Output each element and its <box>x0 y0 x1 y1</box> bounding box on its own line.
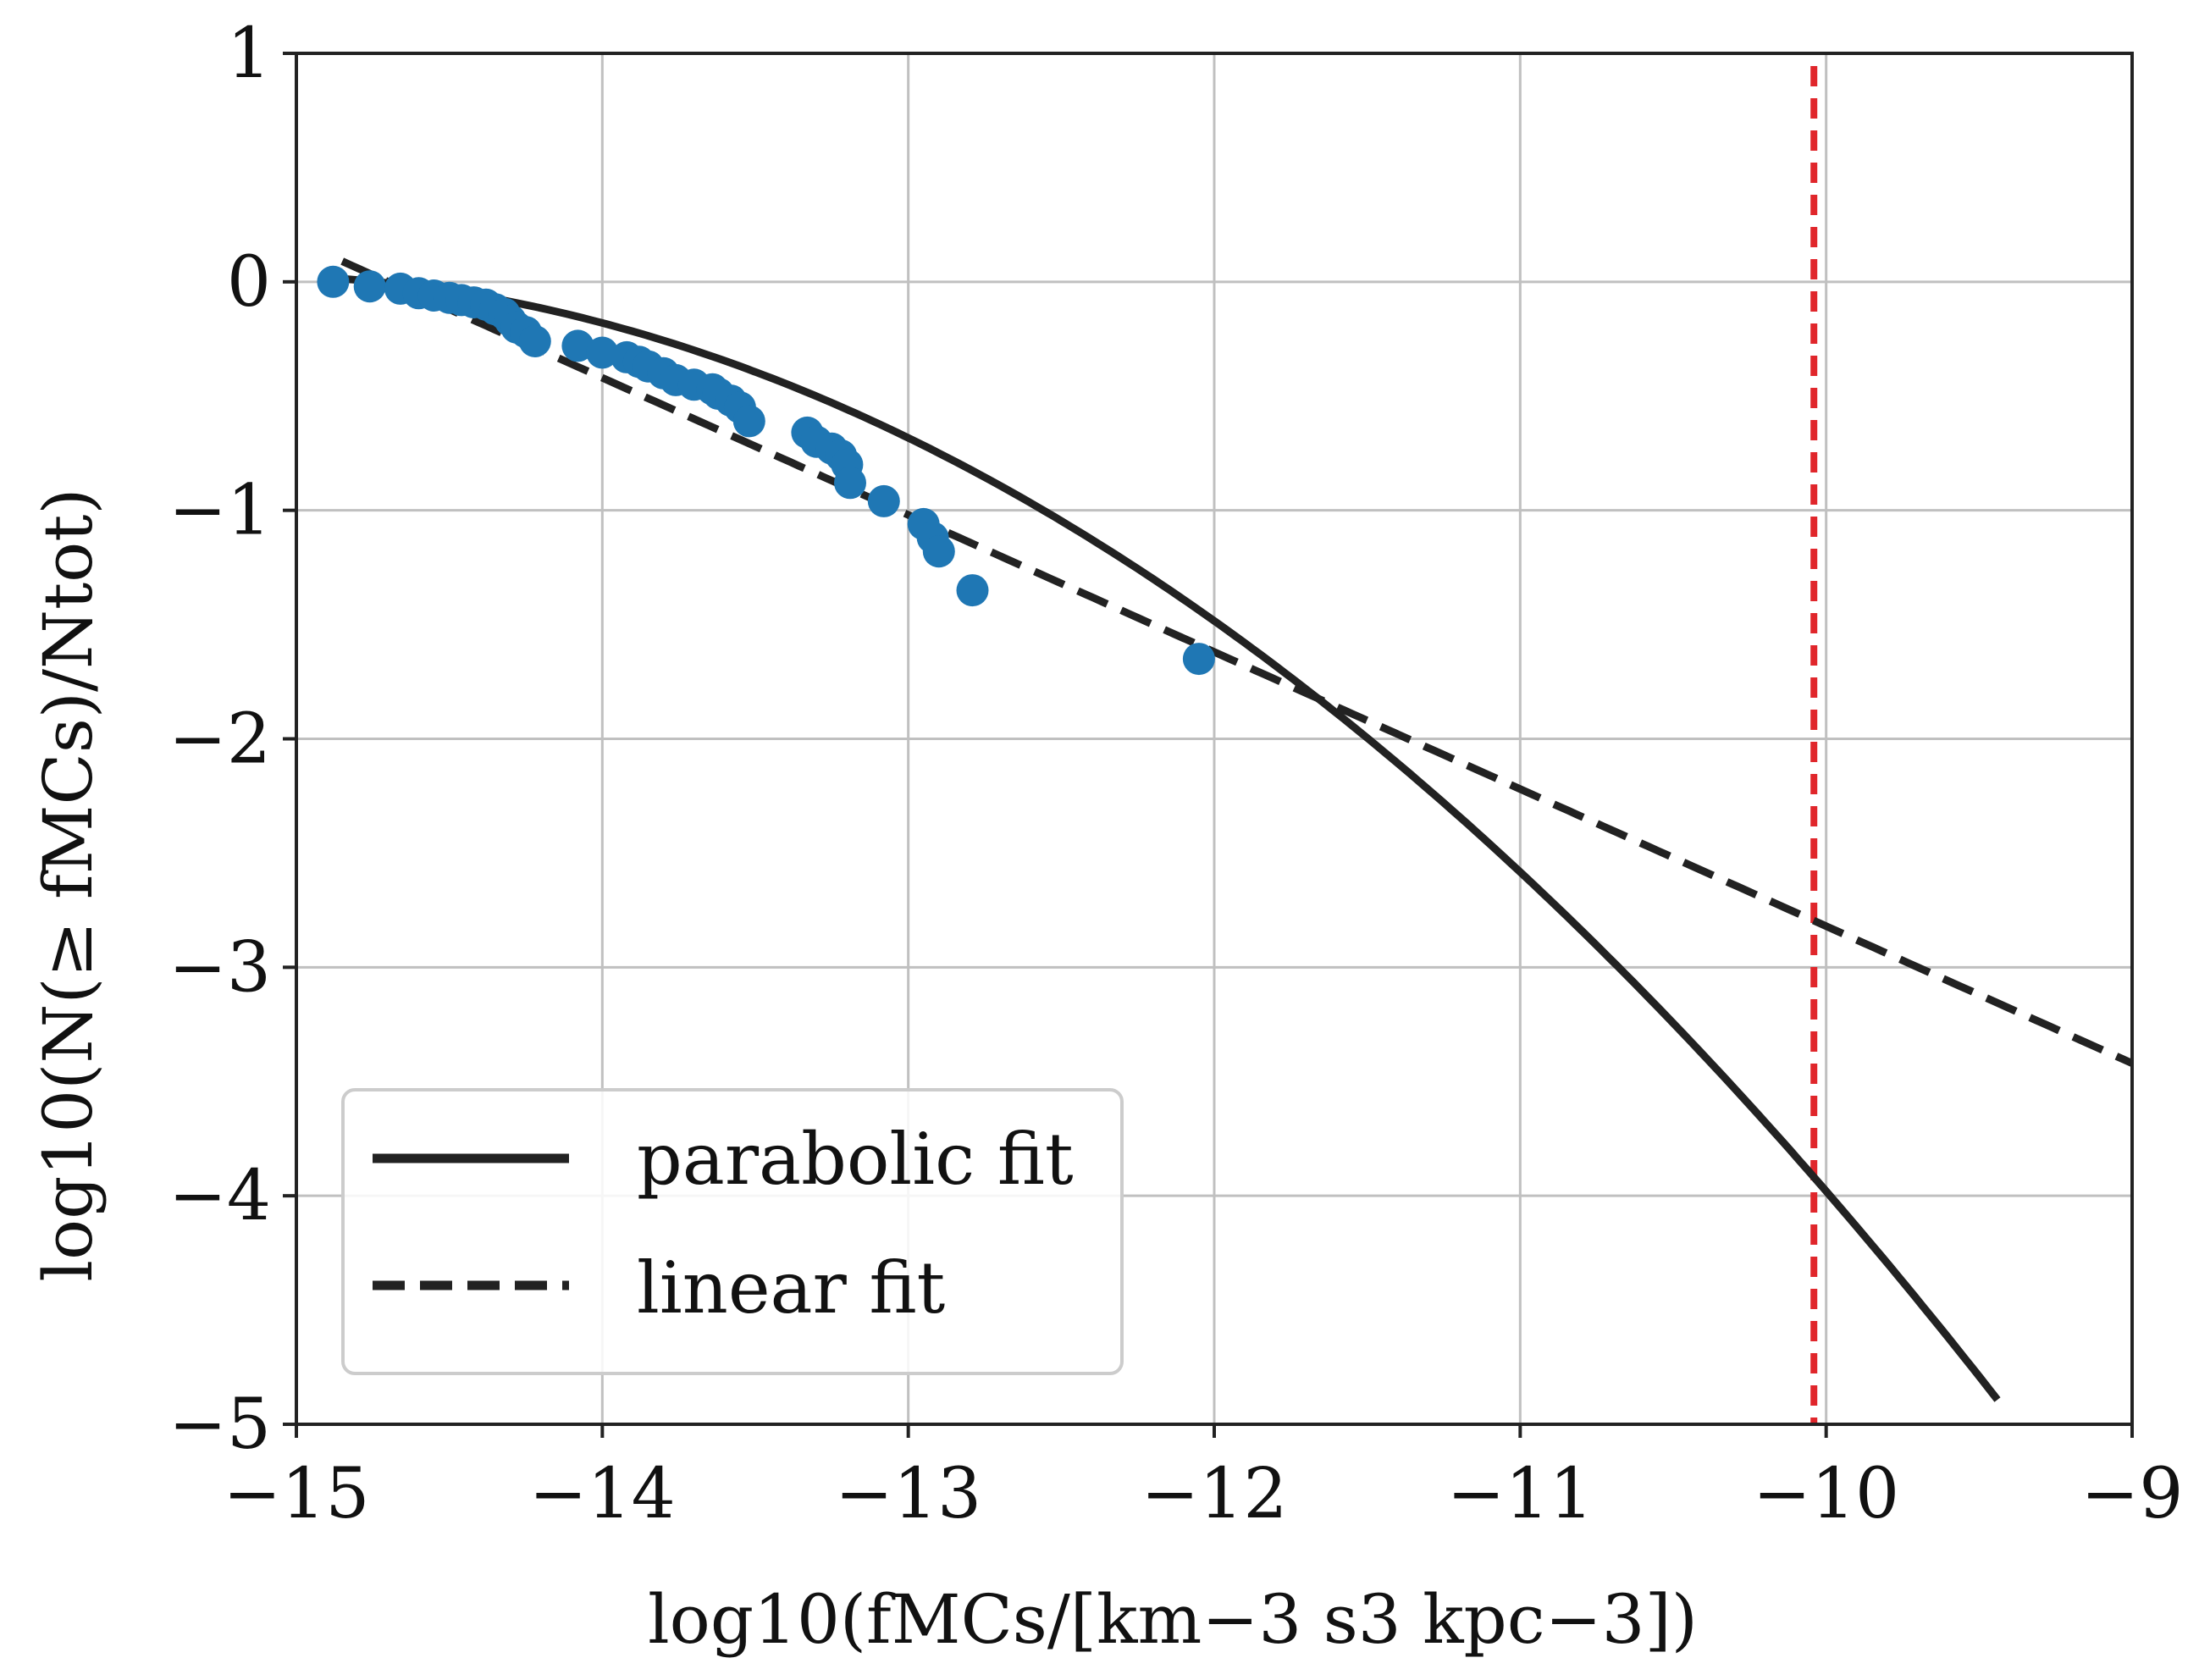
scatter-points <box>317 265 1215 676</box>
data-point <box>732 405 765 438</box>
fit-lines <box>340 257 2132 1402</box>
data-point <box>561 329 594 362</box>
x-tick-label: −11 <box>1447 1454 1594 1534</box>
y-tick-label: 1 <box>227 14 271 94</box>
data-point <box>586 336 619 369</box>
data-point <box>518 325 551 357</box>
axis-ticks: −15 −14 −13 −12 −11 −10 −9 1 0 −1 −2 −3 −4 −5 <box>169 14 2183 1534</box>
x-tick-label: −10 <box>1753 1454 1899 1534</box>
parabolic-fit-line <box>341 274 2001 1402</box>
x-tick-label: −9 <box>2081 1454 2184 1534</box>
y-tick-label: −5 <box>169 1384 271 1465</box>
y-tick-label: 0 <box>227 242 271 323</box>
x-tick-label: −14 <box>529 1454 676 1534</box>
data-point <box>1182 643 1215 676</box>
data-point <box>834 467 866 500</box>
x-tick-label: −13 <box>835 1454 981 1534</box>
legend: parabolic fit linear fit <box>341 1088 1124 1375</box>
y-tick-label: −1 <box>169 471 271 551</box>
linear-fit-line <box>340 257 2132 1067</box>
data-point <box>867 484 900 517</box>
y-axis-label: log10(N(≥ fMCs)/Ntot) <box>29 488 108 1281</box>
legend-label-linear: linear fit <box>637 1246 946 1329</box>
x-tick-label: −15 <box>223 1454 369 1534</box>
data-point <box>353 270 386 303</box>
y-tick-label: −4 <box>169 1156 271 1236</box>
y-tick-label: −2 <box>169 699 271 780</box>
legend-label-parabolic: parabolic fit <box>637 1118 1074 1201</box>
x-axis-label: log10(fMCs/[km−3 s3 kpc−3]) <box>648 1580 1698 1659</box>
data-point <box>956 574 989 607</box>
x-tick-label: −12 <box>1141 1454 1287 1534</box>
data-point <box>317 265 350 298</box>
data-point <box>922 535 955 568</box>
y-tick-label: −3 <box>169 927 271 1008</box>
